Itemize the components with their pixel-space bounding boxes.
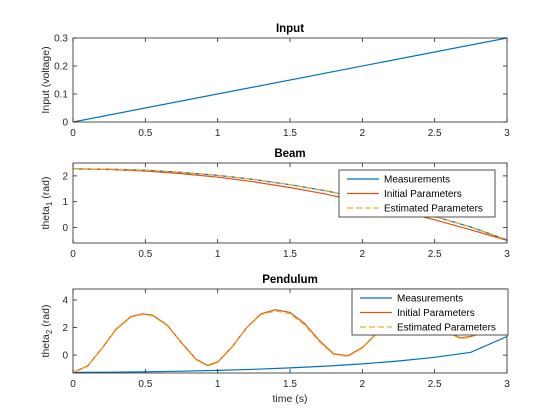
x-tick-label: 2: [360, 249, 366, 260]
x-tick-label: 1.5: [283, 379, 297, 390]
x-tick-label: 2.5: [428, 249, 442, 260]
y-tick-label: 1: [62, 197, 68, 208]
x-tick-label: 2.5: [428, 379, 442, 390]
x-tick-label: 3: [504, 249, 510, 260]
x-tick-label: 2: [360, 128, 366, 139]
y-tick-label: 0.2: [54, 62, 68, 73]
x-tick-label: 0.5: [138, 249, 152, 260]
y-tick-label: 2: [62, 323, 68, 334]
chart-title: Beam: [274, 148, 305, 160]
y-axis-label-unit: (rad): [40, 177, 52, 202]
x-tick-label: 0: [70, 249, 76, 260]
y-axis-label-unit: (rad): [40, 305, 52, 330]
x-tick-label: 1: [215, 379, 221, 390]
y-tick-label: 4: [62, 296, 68, 307]
legend-label-1: Initial Parameters: [397, 308, 475, 319]
y-axis-label-main: Input (voltage): [40, 46, 52, 113]
legend-box: [338, 169, 496, 218]
legend: Measurements Initial Parameters Estimated …: [338, 169, 496, 218]
y-tick-label: 2: [62, 171, 68, 182]
x-tick-label: 0.5: [138, 128, 152, 139]
x-tick-label: 0: [70, 128, 76, 139]
y-tick-label: 0.3: [54, 34, 68, 45]
x-tick-label: 3: [504, 128, 510, 139]
chart-title: Pendulum: [262, 274, 318, 286]
y-tick-label: 0: [62, 118, 68, 129]
x-tick-label: 1.5: [283, 249, 297, 260]
series-line-1: [73, 168, 507, 241]
y-axis-label-sub: 2: [45, 329, 54, 334]
x-tick-label: 3: [504, 379, 510, 390]
legend-label-2: Estimated Parameters: [384, 204, 483, 215]
y-tick-label: 0.1: [54, 90, 68, 101]
x-tick-label: 1: [215, 249, 221, 260]
y-axis-label-main: theta: [40, 206, 52, 230]
y-axis-label: theta2 (rad): [40, 305, 54, 358]
legend-label-0: Measurements: [384, 175, 450, 186]
x-axis-label: time (s): [273, 393, 308, 405]
y-axis-label-main: theta: [40, 334, 52, 358]
series-line-0: [73, 38, 507, 122]
chart-title: Input: [276, 23, 304, 35]
y-axis-label-sub: 1: [45, 201, 54, 206]
x-tick-label: 1: [215, 128, 221, 139]
y-axis-label: theta1 (rad): [40, 177, 54, 230]
series-line-2: [73, 310, 507, 373]
legend: Measurements Initial Parameters Estimated …: [351, 288, 509, 336]
y-axis-label: Input (voltage): [40, 46, 52, 113]
x-tick-label: 0.5: [138, 379, 152, 390]
x-tick-label: 1.5: [283, 128, 297, 139]
x-tick-label: 2.5: [428, 128, 442, 139]
legend-label-0: Measurements: [397, 294, 463, 305]
legend-label-1: Initial Parameters: [384, 189, 462, 200]
y-tick-label: 0: [62, 223, 68, 234]
series-line-2: [73, 168, 507, 241]
y-tick-label: 0: [62, 351, 68, 362]
legend-label-2: Estimated Parameters: [397, 323, 496, 334]
x-tick-label: 0: [70, 379, 76, 390]
x-tick-label: 2: [360, 379, 366, 390]
